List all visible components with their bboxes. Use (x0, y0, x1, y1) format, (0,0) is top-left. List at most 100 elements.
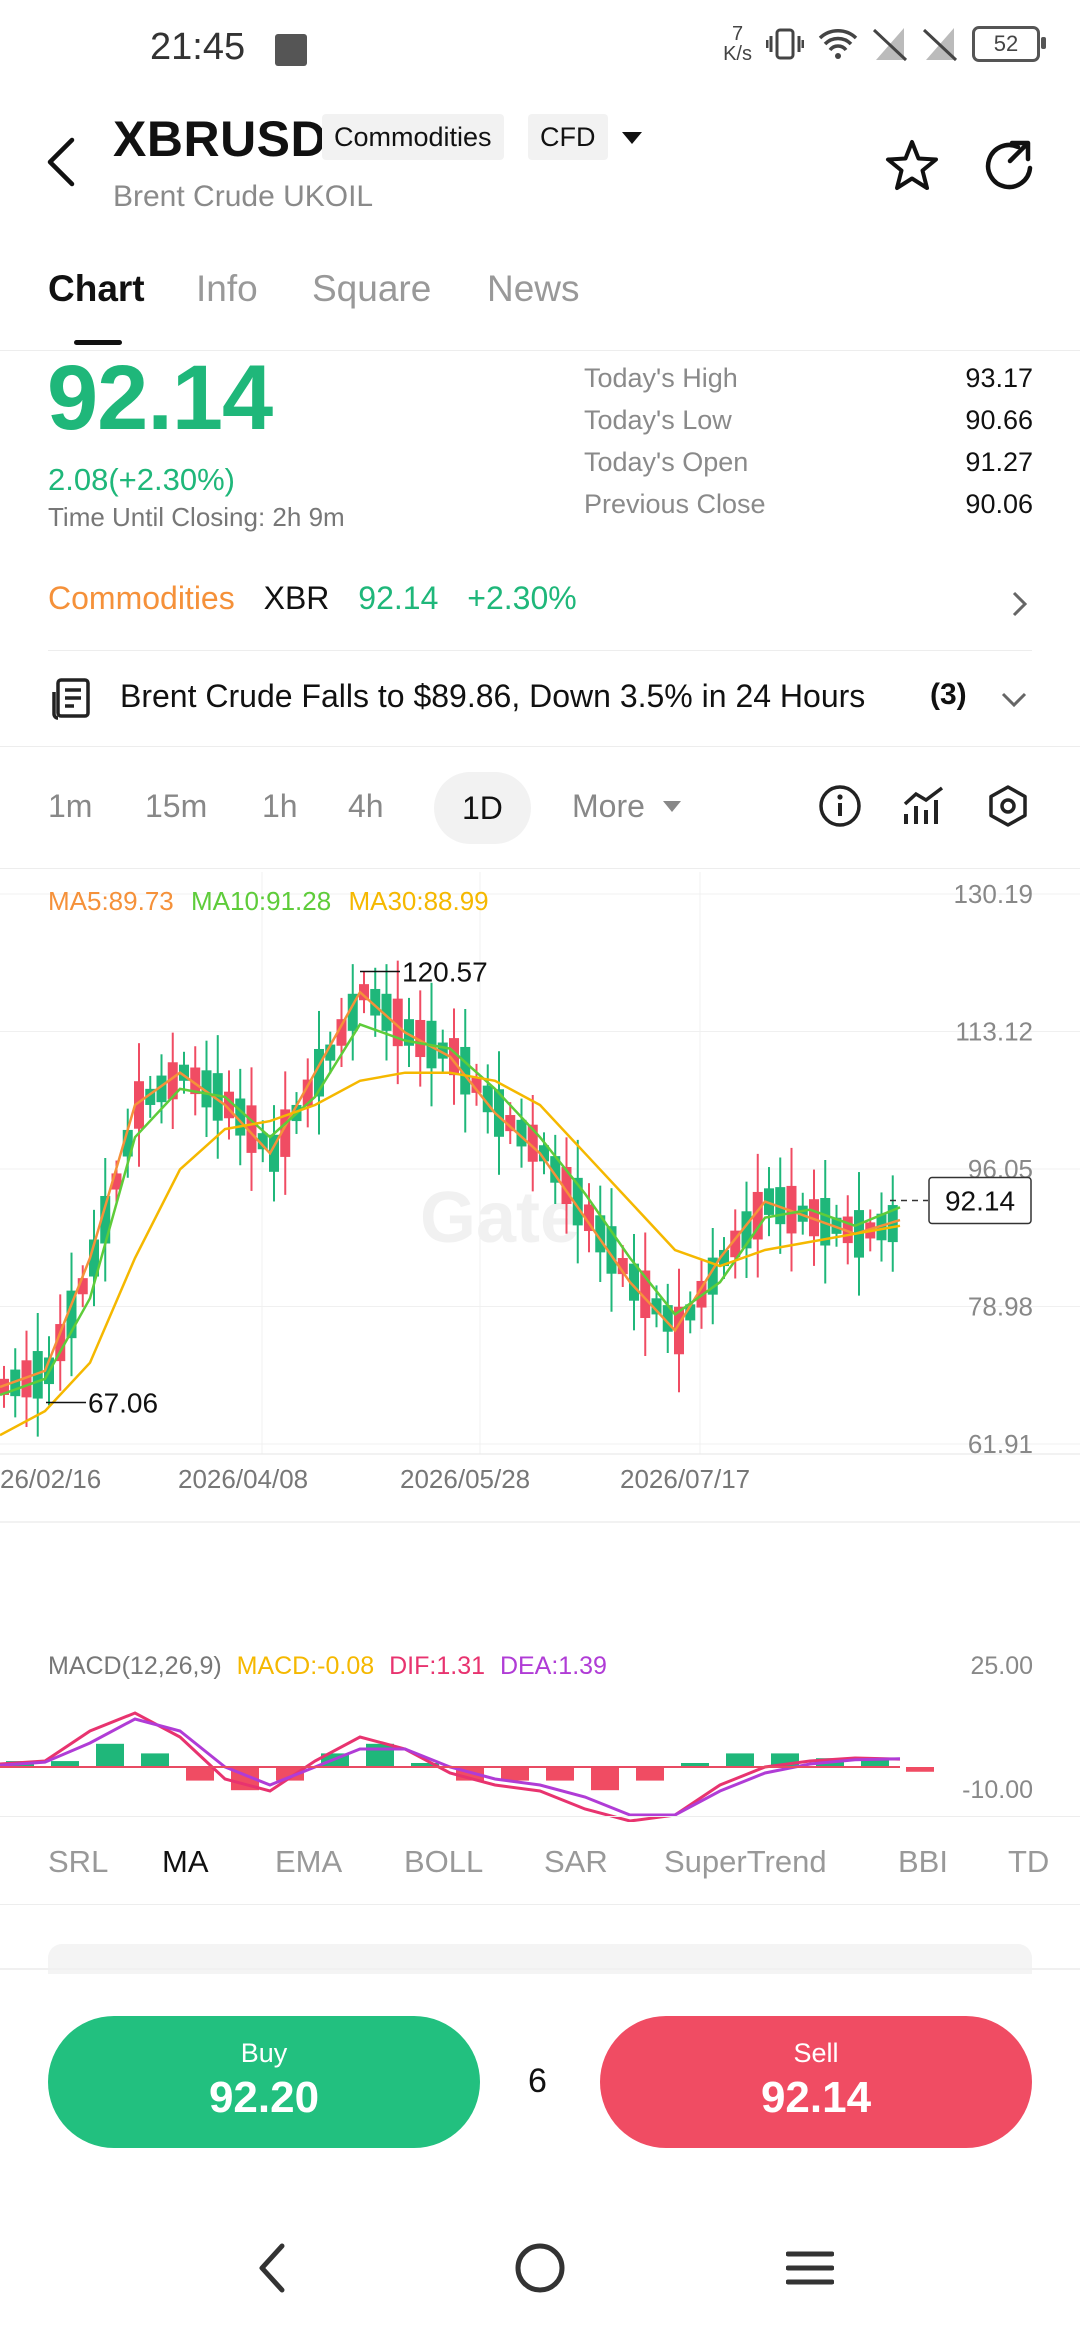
interval-1h[interactable]: 1h (262, 788, 298, 824)
buy-button[interactable]: Buy 92.20 (48, 2016, 480, 2148)
macd-axis-bottom: -10.00 (962, 1776, 1033, 1804)
candle-body (752, 1191, 763, 1240)
macd-value: MACD:-0.08 (236, 1652, 375, 1680)
divider (48, 650, 1032, 651)
candle-body (235, 1098, 246, 1136)
share-icon[interactable] (982, 138, 1038, 194)
candle-body (404, 1019, 414, 1046)
settings-gear-icon[interactable] (986, 784, 1030, 828)
candle-body (122, 1129, 133, 1157)
back-arrow-icon[interactable] (44, 136, 80, 188)
candle-body (0, 1378, 9, 1395)
indicator-ema[interactable]: EMA (275, 1844, 343, 1879)
interval-more[interactable]: More (572, 788, 645, 824)
candle-body (325, 1044, 336, 1061)
macd-histogram-bar (141, 1753, 169, 1767)
x-tick-label: 26/02/16 (0, 1464, 101, 1494)
candle-body (190, 1067, 201, 1095)
star-favorite-icon[interactable] (884, 138, 940, 194)
candle-body (179, 1064, 189, 1081)
stat-label-low: Today's Low (584, 405, 732, 435)
candle-body (224, 1091, 234, 1119)
candle-body (797, 1205, 808, 1222)
commodity-quote-row[interactable]: Commodities XBR 92.14 +2.30% (48, 580, 597, 617)
candle-body (640, 1270, 651, 1319)
y-tick-label: 61.91 (968, 1429, 1033, 1459)
ma10-value: MA10:91.28 (190, 886, 332, 916)
last-price: 92.14 (47, 347, 273, 449)
candle-body (246, 1105, 257, 1153)
nav-home-icon[interactable] (514, 2240, 566, 2296)
candle-body (584, 1204, 594, 1232)
chevron-right-icon[interactable] (1010, 590, 1030, 618)
interval-15m[interactable]: 15m (145, 788, 208, 824)
buy-label: Buy (240, 2038, 288, 2068)
indicator-sar[interactable]: SAR (544, 1844, 608, 1879)
divider (0, 350, 1080, 351)
candle-body (539, 1145, 549, 1162)
instrument-name: Brent Crude UKOIL (113, 180, 374, 213)
candle-body (415, 1019, 426, 1058)
candle-body (336, 1019, 347, 1046)
macd-histogram-bar (51, 1761, 79, 1767)
instrument-type-tag[interactable]: CFD (528, 114, 608, 160)
divider (0, 746, 1080, 747)
macd-panel (0, 1711, 934, 1822)
low-marker-label: 67.06 (88, 1388, 158, 1419)
candle-body (212, 1073, 223, 1121)
sell-price: 92.14 (760, 2073, 872, 2122)
sell-button[interactable]: Sell 92.14 (600, 2016, 1032, 2148)
candle-body (437, 1042, 448, 1059)
news-count: (3) (930, 678, 967, 711)
indicator-boll[interactable]: BOLL (404, 1844, 484, 1879)
caret-down-icon[interactable] (620, 130, 644, 146)
commodity-ticker: XBR (263, 580, 330, 616)
candle-body (662, 1305, 673, 1332)
commodity-category: Commodities (48, 580, 235, 616)
x-tick-label: 2026/05/28 (400, 1464, 530, 1494)
macd-histogram-bar (636, 1767, 664, 1781)
candle-body (111, 1173, 122, 1190)
candle-body (516, 1119, 527, 1147)
indicator-ma[interactable]: MA (162, 1844, 209, 1879)
symbol-title: XBRUSD (113, 111, 328, 167)
tab-square[interactable]: Square (312, 268, 432, 309)
candle-body (314, 1048, 324, 1097)
tab-info[interactable]: Info (196, 268, 258, 309)
more-caret-icon[interactable] (662, 800, 682, 814)
interval-4h[interactable]: 4h (348, 788, 384, 824)
interval-1d[interactable]: 1D (434, 772, 531, 844)
indicator-bbi[interactable]: BBI (898, 1844, 948, 1879)
y-tick-label: 113.12 (955, 1017, 1033, 1047)
indicator-srl[interactable]: SRL (48, 1844, 109, 1879)
candle-body (820, 1197, 831, 1246)
macd-histogram-bar (681, 1763, 709, 1767)
macd-histogram-bar (546, 1767, 574, 1781)
news-headline[interactable]: Brent Crude Falls to $89.86, Down 3.5% i… (120, 678, 866, 714)
vibrate-icon (766, 28, 804, 60)
chevron-down-icon[interactable] (1000, 690, 1028, 710)
nav-back-icon[interactable] (252, 2240, 292, 2296)
candle-body (21, 1360, 32, 1398)
no-sim-icon (872, 28, 908, 62)
nav-menu-icon[interactable] (786, 2240, 834, 2296)
ma-lines (0, 990, 901, 1437)
indicator-chart-icon[interactable] (902, 784, 946, 828)
no-sim-icon-2 (922, 28, 958, 62)
candle-body (561, 1166, 572, 1205)
price-change: 2.08(+2.30%) (48, 462, 235, 497)
indicator-td[interactable]: TD (1008, 1844, 1050, 1879)
ma-line-ma10 (0, 1022, 901, 1397)
tab-chart[interactable]: Chart (48, 268, 145, 309)
tab-news[interactable]: News (487, 268, 580, 309)
spread-value: 6 (528, 2062, 547, 2100)
stat-value-open: 91.27 (965, 447, 1033, 477)
interval-1m[interactable]: 1m (48, 788, 93, 824)
dif-value: DIF:1.31 (389, 1652, 485, 1680)
info-icon[interactable] (818, 784, 862, 828)
indicator-supertrend[interactable]: SuperTrend (664, 1844, 827, 1879)
macd-histogram-bar (501, 1767, 529, 1781)
notification-icon (275, 34, 307, 66)
divider (0, 1968, 1080, 1970)
